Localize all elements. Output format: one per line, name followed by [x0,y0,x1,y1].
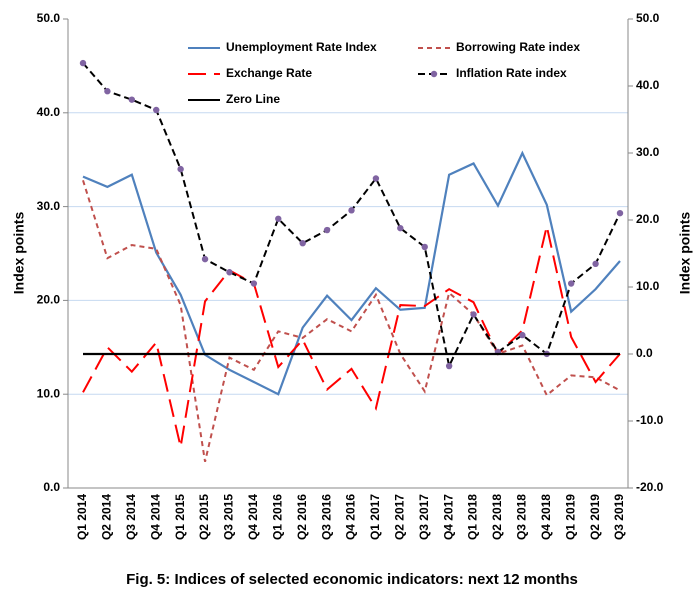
x-tick-label: Q4 2017 [441,494,455,540]
x-tick-label: Q2 2015 [197,494,211,540]
x-tick-label: Q4 2016 [344,494,358,540]
series-line [82,226,621,447]
x-tick-label: Q3 2019 [612,494,626,540]
y2-tick-label: 30.0 [636,145,660,159]
legend-label: Inflation Rate index [456,66,567,80]
marker [348,207,355,214]
marker [153,106,160,114]
marker [275,215,282,222]
x-tick-label: Q1 2014 [75,494,89,540]
x-tick-label: Q1 2016 [270,494,284,540]
marker [519,331,526,339]
x-tick-label: Q2 2018 [490,494,504,540]
marker [128,96,136,103]
y2-tick-label: -20.0 [636,480,664,494]
y-tick-label: 0.0 [43,480,60,494]
series-line [82,150,621,396]
legend-marker [430,70,438,78]
x-tick-label: Q4 2014 [148,494,162,540]
x-tick-label: Q2 2019 [588,494,602,540]
x-tick-label: Q1 2018 [466,494,480,540]
y-axis-label: Index points [11,212,27,295]
legend-label: Unemployment Rate Index [226,40,377,54]
y2-axis-label: Index points [677,212,693,295]
y-tick-label: 50.0 [37,11,61,25]
marker [104,88,111,95]
x-tick-label: Q1 2017 [368,494,382,540]
y2-tick-label: 0.0 [636,346,653,360]
marker [226,269,233,276]
y2-tick-label: 50.0 [636,11,660,25]
marker [323,226,331,234]
y2-tick-label: 20.0 [636,212,660,226]
y-tick-label: 20.0 [37,293,61,307]
x-tick-label: Q3 2016 [319,494,333,540]
y2-tick-label: -10.0 [636,413,664,427]
marker [299,239,306,247]
y-tick-label: 30.0 [37,199,61,213]
x-tick-label: Q2 2014 [100,494,114,540]
caption: Fig. 5: Indices of selected economic ind… [126,571,578,588]
marker [470,311,477,318]
legend-label: Zero Line [226,92,280,106]
x-tick-label: Q2 2016 [295,494,309,540]
y2-tick-label: 40.0 [636,78,660,92]
marker [421,243,428,251]
marker [201,255,209,263]
x-tick-label: Q3 2015 [222,494,236,540]
x-tick-label: Q3 2018 [515,494,529,540]
marker [592,260,599,268]
marker [177,165,184,173]
x-tick-label: Q3 2017 [417,494,431,540]
x-tick-label: Q3 2014 [124,494,138,540]
y-tick-label: 40.0 [37,105,61,119]
x-tick-label: Q1 2015 [173,494,187,540]
marker [79,59,87,67]
legend-label: Exchange Rate [226,66,312,80]
x-tick-label: Q1 2019 [563,494,577,540]
x-tick-label: Q2 2017 [392,494,406,540]
marker [372,175,380,182]
marker [445,362,453,370]
marker [250,280,258,287]
legend-label: Borrowing Rate index [456,40,580,54]
marker [567,280,575,287]
series-line [82,180,621,462]
x-tick-label: Q4 2018 [539,494,553,540]
y-tick-label: 10.0 [37,386,61,400]
y2-tick-label: 10.0 [636,279,660,293]
marker [616,209,624,217]
x-tick-label: Q4 2014 [246,494,260,540]
marker [397,224,404,232]
